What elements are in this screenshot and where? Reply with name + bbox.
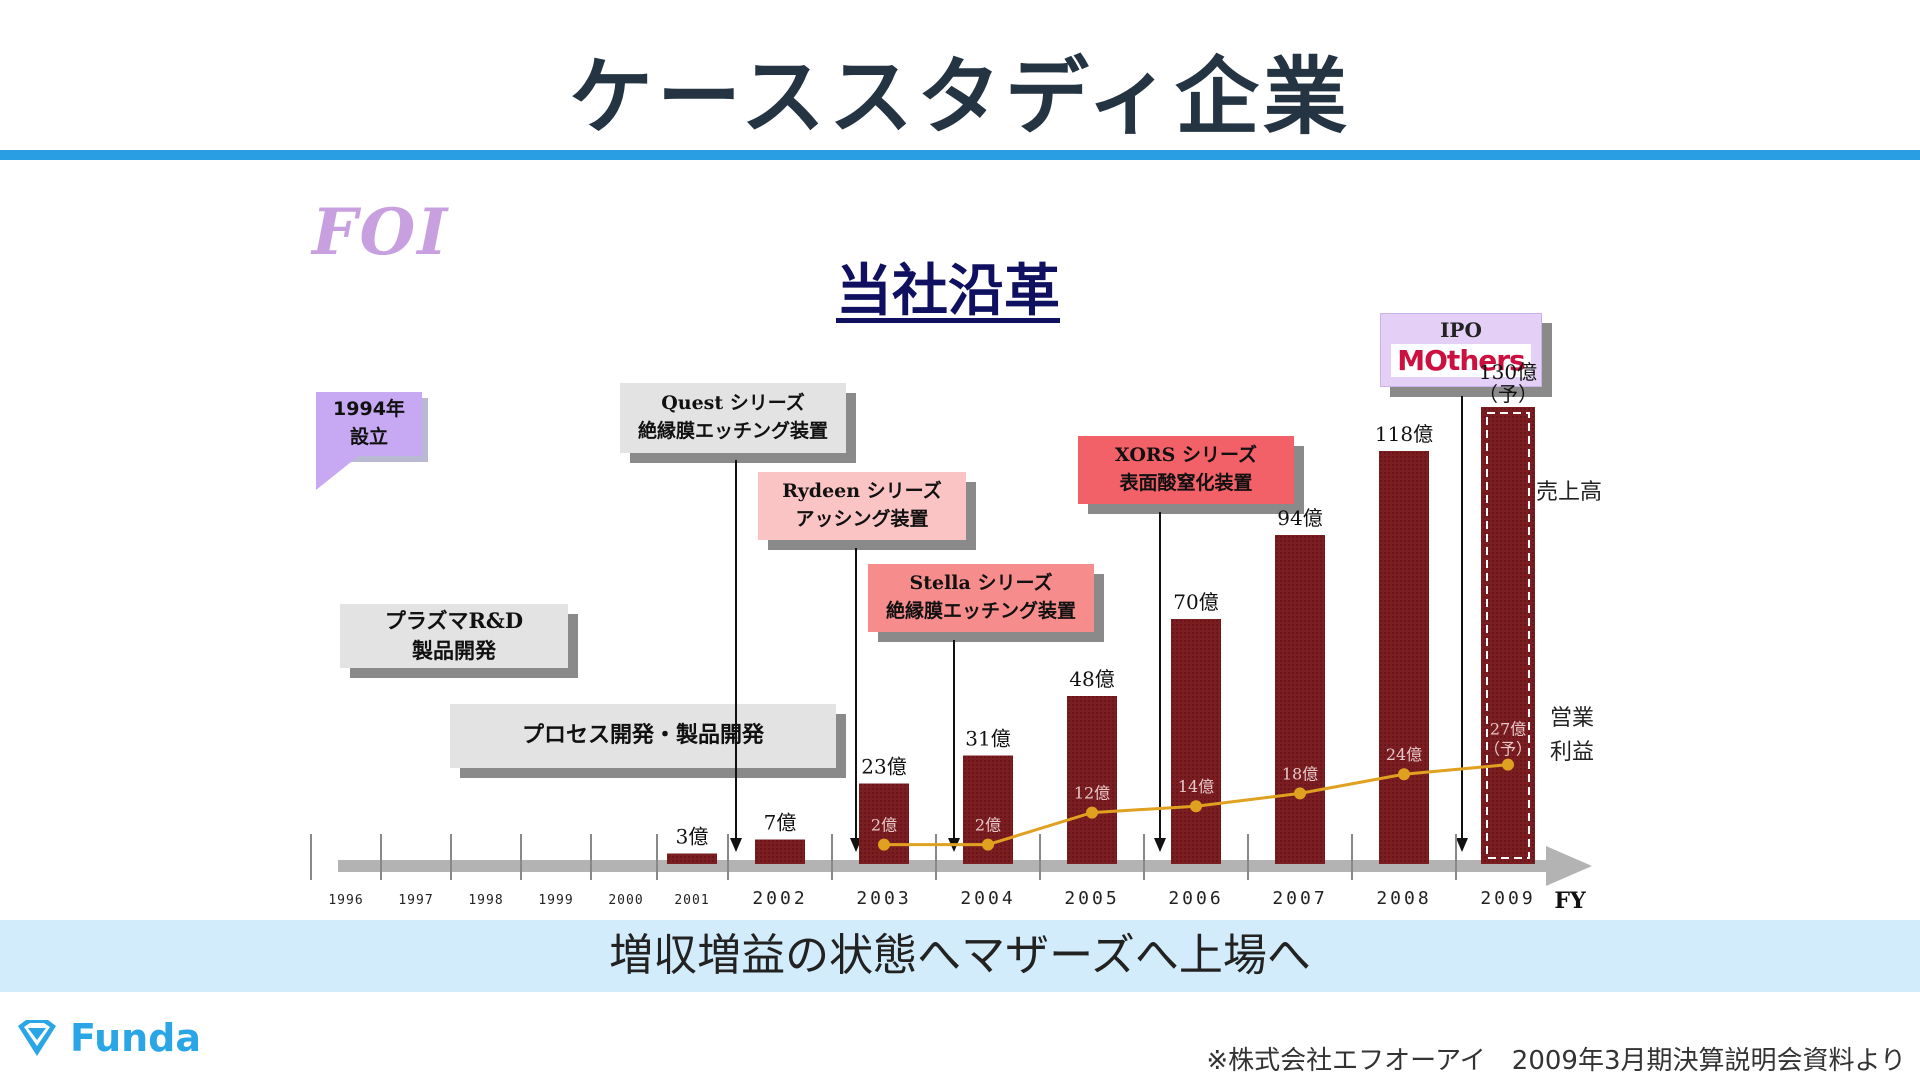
- forecast-dashed-outline: [1486, 412, 1530, 859]
- xors-series-line2: 表面酸窒化装置: [1119, 472, 1253, 494]
- plasma-rd-box: プラズマR&D 製品開発: [340, 604, 568, 668]
- operating-profit-data-label: 12億: [1074, 784, 1110, 803]
- revenue-data-label: 3億: [676, 825, 709, 849]
- stella-series-box: Stella シリーズ 絶縁膜エッチング装置: [868, 564, 1094, 632]
- stella-series-line1: Stella シリーズ: [909, 572, 1053, 595]
- xors-series-box: XORS シリーズ 表面酸窒化装置: [1078, 436, 1294, 504]
- revenue-data-label: 31億: [965, 727, 1010, 751]
- x-tick-label: 1996: [328, 893, 363, 908]
- page-title: ケーススタディ企業: [569, 48, 1351, 146]
- x-tick-label: 2004: [960, 888, 1015, 909]
- ipo-arrow-head: [1456, 838, 1468, 852]
- revenue-bar: [1275, 535, 1325, 864]
- rydeen-series-line1: Rydeen シリーズ: [782, 480, 942, 503]
- founded-bubble-tail: [316, 450, 366, 490]
- x-tick-label: 2003: [856, 888, 911, 909]
- plasma-rd-line1: プラズマR&D: [384, 607, 524, 633]
- founded-bubble: 1994年 設立: [316, 392, 422, 456]
- revenue-data-label: 118億: [1375, 422, 1433, 446]
- process-dev-label: プロセス開発・製品開発: [521, 722, 764, 749]
- operating-profit-data-label: 27億: [1490, 720, 1526, 739]
- x-tick-label: 1997: [398, 893, 433, 908]
- funda-logo: Funda: [14, 1016, 201, 1060]
- rydeen-series-line2: アッシング装置: [795, 508, 929, 530]
- quest-arrow-head: [730, 838, 742, 852]
- quest-series-line2: 絶縁膜エッチング装置: [637, 420, 828, 442]
- x-tick-label: 2002: [752, 888, 807, 909]
- x-axis-title: FY: [1554, 888, 1586, 914]
- x-tick-label: 2006: [1168, 888, 1223, 909]
- foi-logo: FOI: [312, 195, 450, 270]
- operating-profit-point: [982, 838, 994, 851]
- operating-profit-point: [1294, 787, 1306, 800]
- revenue-bar-forecast: [1481, 407, 1535, 864]
- xors-series-line1: XORS シリーズ: [1114, 444, 1258, 467]
- process-dev-box: プロセス開発・製品開発: [450, 704, 836, 768]
- revenue-data-label: 23億: [861, 755, 906, 779]
- rydeen-series-box: Rydeen シリーズ アッシング装置: [758, 472, 966, 540]
- revenue-legend-label: 売上高: [1536, 480, 1603, 505]
- operating-profit-data-label: 2億: [975, 816, 1001, 835]
- operating-profit-data-label: 24億: [1386, 745, 1422, 764]
- operating-profit-forecast-label: （予）: [1484, 740, 1532, 759]
- revenue-data-label: 94億: [1277, 506, 1322, 530]
- quest-series-line1: Quest シリーズ: [661, 392, 805, 415]
- operating-profit-legend-line1: 営業: [1550, 706, 1595, 731]
- plasma-rd-line2: 製品開発: [412, 638, 496, 663]
- operating-profit-data-label: 14億: [1178, 777, 1214, 796]
- revenue-forecast-label: （予）: [1478, 382, 1538, 406]
- revenue-data-label: 70億: [1173, 590, 1218, 614]
- xors-arrow-head: [1154, 838, 1166, 852]
- revenue-bar: [1067, 696, 1117, 864]
- operating-profit-point: [1086, 806, 1098, 819]
- operating-profit-point: [878, 838, 890, 851]
- revenue-bar: [1171, 619, 1221, 864]
- x-tick-label: 1998: [468, 893, 503, 908]
- x-tick-label: 2009: [1480, 888, 1535, 909]
- x-axis-bar: [338, 860, 1548, 872]
- founded-year: 1994年: [333, 398, 405, 421]
- revenue-chart: 1996 1997 1998 1999 2000 2001 2002 2003 2004 2005…: [310, 360, 1592, 914]
- funda-logo-text: Funda: [70, 1016, 202, 1060]
- x-tick-label: 2007: [1272, 888, 1327, 909]
- revenue-bar: [667, 853, 717, 864]
- operating-profit-point: [1502, 758, 1514, 771]
- operating-profit-point: [1190, 800, 1202, 813]
- x-tick-label: 2000: [608, 893, 643, 908]
- operating-profit-data-label: 18億: [1282, 764, 1318, 783]
- x-axis-arrowhead: [1546, 846, 1592, 886]
- revenue-data-label: 130億: [1479, 360, 1537, 384]
- title-rule: [0, 150, 1920, 160]
- slide-heading: 当社沿革: [836, 258, 1060, 324]
- x-tick-label: 2008: [1376, 888, 1431, 909]
- x-tick-label: 2001: [674, 893, 709, 908]
- operating-profit-data-label: 2億: [871, 816, 897, 835]
- revenue-bar: [1379, 451, 1429, 864]
- revenue-data-label: 48億: [1069, 667, 1114, 691]
- x-tick-label: 2005: [1064, 888, 1119, 909]
- quest-series-box: Quest シリーズ 絶縁膜エッチング装置: [620, 383, 846, 453]
- operating-profit-legend-line2: 利益: [1550, 740, 1595, 765]
- source-note: ※株式会社エフオーアイ 2009年3月期決算説明会資料より: [1206, 1046, 1906, 1076]
- ipo-label: IPO: [1440, 318, 1482, 342]
- funda-gem-icon: [18, 1020, 56, 1056]
- mothers-logo: MOthers: [1391, 344, 1531, 377]
- stella-series-line2: 絶縁膜エッチング装置: [885, 600, 1076, 622]
- revenue-data-label: 7億: [764, 811, 797, 835]
- summary-banner: 増収増益の状態へマザーズへ上場へ: [0, 920, 1920, 992]
- x-tick-label: 1999: [538, 893, 573, 908]
- revenue-bar: [755, 839, 805, 864]
- operating-profit-point: [1398, 768, 1410, 781]
- founded-label: 設立: [349, 426, 388, 448]
- ipo-badge: IPO MOthers: [1380, 313, 1542, 387]
